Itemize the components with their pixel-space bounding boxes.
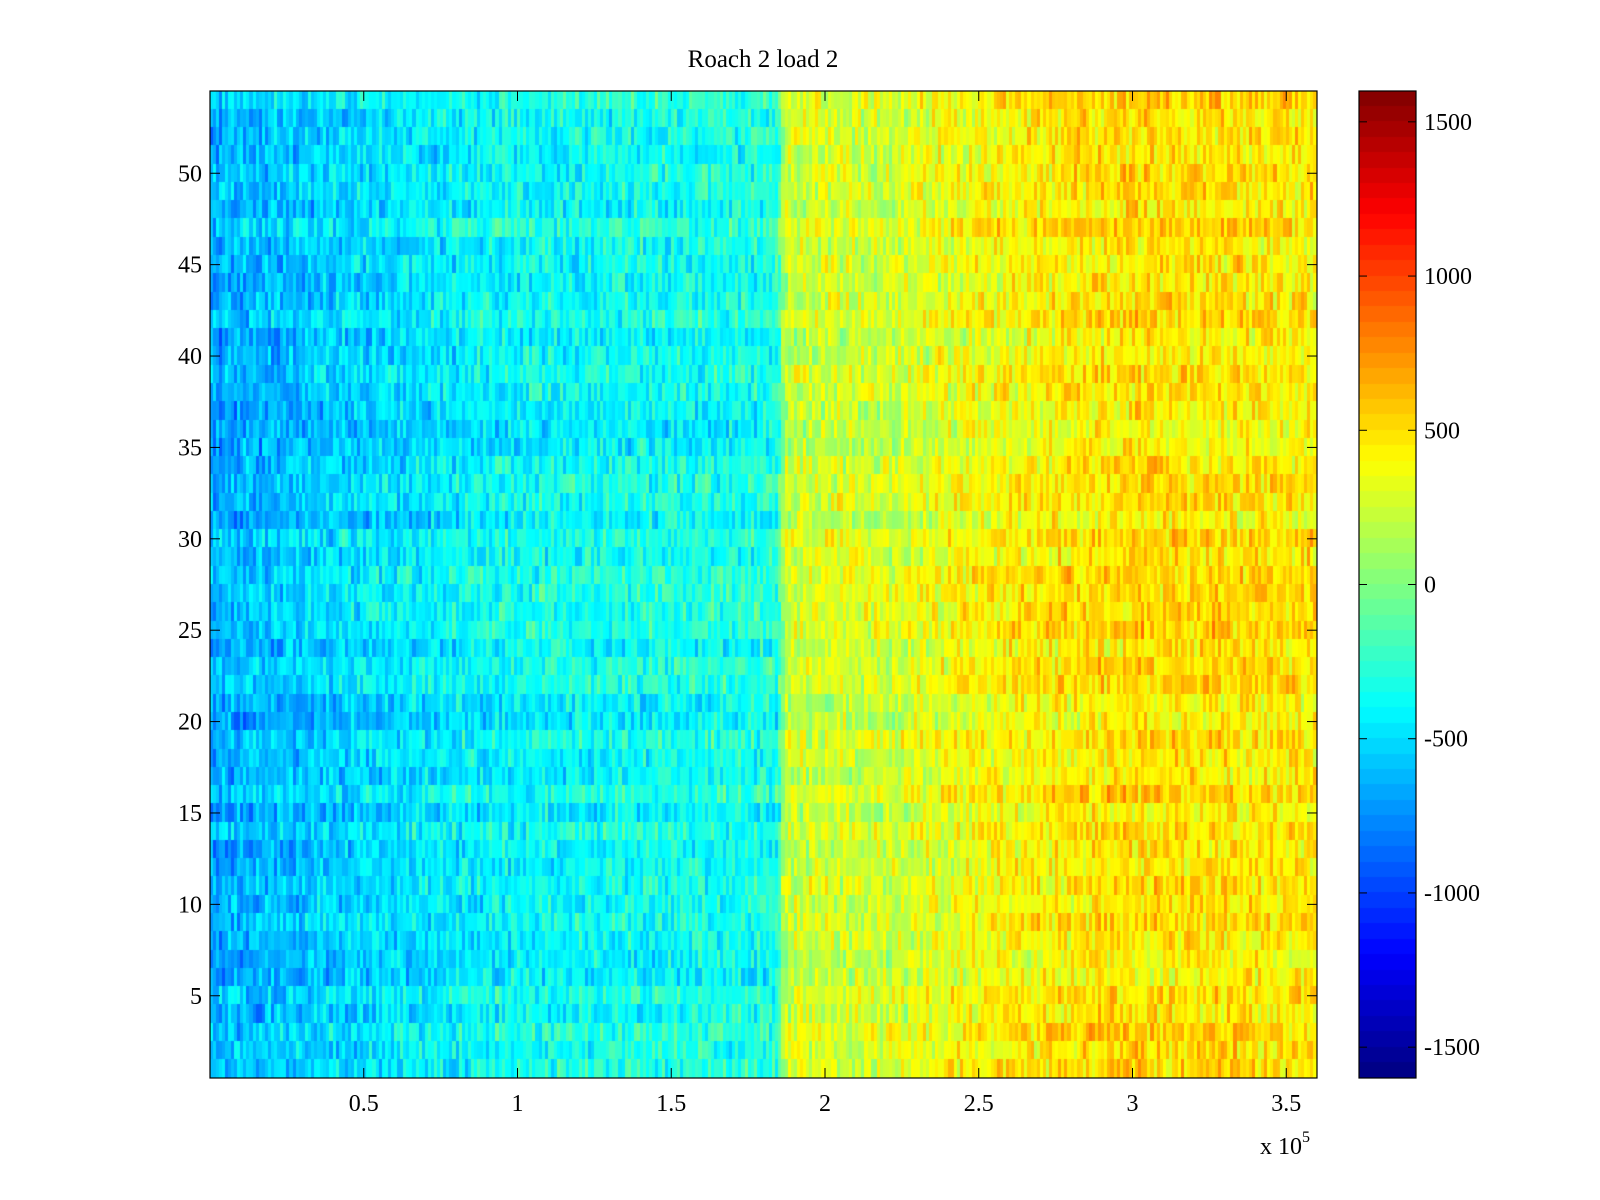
y-tick-label: 45 bbox=[178, 253, 202, 279]
x-multiplier-base: x 10 bbox=[1260, 1134, 1302, 1160]
colorbar-tick-label: -500 bbox=[1424, 727, 1468, 753]
colorbar-tick-label: 500 bbox=[1424, 418, 1460, 444]
x-multiplier-label: x 105 bbox=[1260, 1129, 1310, 1160]
colorbar-gradient bbox=[1359, 91, 1416, 1078]
x-tick-label: 3 bbox=[1127, 1091, 1139, 1117]
y-tick-label: 35 bbox=[178, 435, 202, 461]
colorbar-ticks: 1500 1000 500 0 -500 -1000 -1500 bbox=[1359, 110, 1480, 1061]
colorbar-tick-label: -1000 bbox=[1424, 881, 1480, 907]
y-tick-label: 20 bbox=[178, 710, 202, 736]
y-axis-ticks: 5 10 15 20 25 30 35 40 45 50 bbox=[178, 161, 1317, 1010]
colorbar-tick-label: -1500 bbox=[1424, 1035, 1480, 1061]
x-tick-label: 3.5 bbox=[1271, 1091, 1301, 1117]
x-tick-label: 2.5 bbox=[964, 1091, 994, 1117]
y-tick-label: 5 bbox=[190, 984, 202, 1010]
x-tick-label: 2 bbox=[819, 1091, 831, 1117]
plot-frame bbox=[209, 90, 1318, 1079]
y-tick-label: 30 bbox=[178, 527, 202, 553]
colorbar-frame bbox=[1358, 90, 1417, 1079]
y-tick-label: 10 bbox=[178, 892, 202, 918]
y-tick-label: 25 bbox=[178, 618, 202, 644]
x-axis-ticks: 0.5 1 1.5 2 2.5 3 3.5 bbox=[349, 91, 1301, 1117]
y-tick-label: 50 bbox=[178, 161, 202, 187]
colorbar-tick-label: 1500 bbox=[1424, 110, 1472, 136]
chart-title: Roach 2 load 2 bbox=[688, 46, 839, 73]
x-tick-label: 0.5 bbox=[349, 1091, 379, 1117]
y-tick-label: 15 bbox=[178, 801, 202, 827]
colorbar-tick-label: 1000 bbox=[1424, 264, 1472, 290]
x-tick-label: 1 bbox=[512, 1091, 524, 1117]
x-multiplier-exponent: 5 bbox=[1302, 1129, 1310, 1146]
heatmap-image bbox=[210, 91, 1317, 1078]
y-tick-label: 40 bbox=[178, 344, 202, 370]
colorbar-tick-label: 0 bbox=[1424, 573, 1436, 599]
x-tick-label: 1.5 bbox=[656, 1091, 686, 1117]
